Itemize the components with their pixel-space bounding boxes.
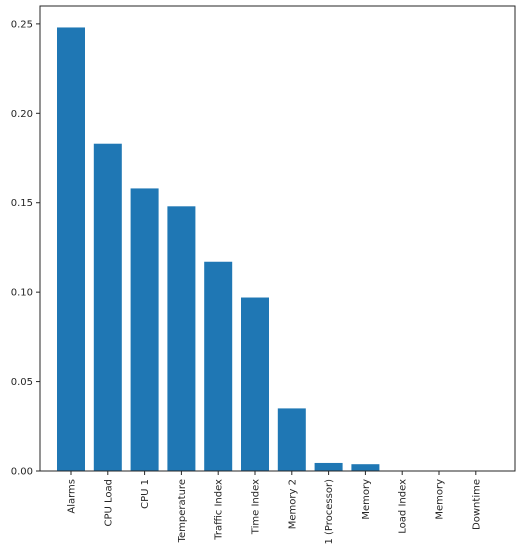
y-axis: 0.00 0.05 0.10 0.15 0.20 0.25 — [11, 19, 40, 478]
bar-3 — [167, 206, 196, 471]
bar-1 — [93, 143, 122, 471]
x-tick-label-8: Memory — [361, 479, 372, 520]
bar-2 — [130, 188, 159, 472]
x-tick-label-9: Load Index — [398, 479, 409, 534]
bar-5 — [241, 297, 269, 471]
x-tick-label-4: Traffic Index — [214, 479, 225, 541]
x-tick-label-7: 1 (Processor) — [324, 479, 335, 545]
bars-layer — [57, 27, 380, 472]
x-tick-label-2: CPU 1 — [140, 479, 151, 509]
x-tick-label-3: Temperature — [177, 479, 188, 543]
y-tick-label-3: 0.15 — [11, 198, 33, 209]
x-tick-label-1: CPU Load — [103, 479, 114, 527]
y-tick-label-5: 0.25 — [11, 19, 33, 30]
x-axis: Alarms CPU Load CPU 1 Temperature Traffic In… — [67, 471, 482, 545]
y-tick-label-2: 0.10 — [11, 288, 33, 299]
y-tick-label-1: 0.05 — [11, 377, 33, 388]
bar-4 — [204, 261, 233, 471]
bar-6 — [277, 408, 306, 471]
x-tick-label-10: Memory — [435, 479, 446, 520]
x-tick-label-6: Memory 2 — [287, 479, 298, 529]
y-tick-label-4: 0.20 — [11, 109, 33, 120]
x-tick-label-5: Time Index — [251, 479, 262, 535]
y-tick-label-0: 0.00 — [11, 467, 33, 478]
x-tick-label-0: Alarms — [67, 479, 78, 514]
x-tick-label-11: Downtime — [471, 479, 482, 530]
plot-frame — [39, 5, 516, 472]
bar-0 — [57, 27, 85, 472]
bar-7 — [314, 462, 343, 471]
bar-8 — [351, 464, 380, 471]
